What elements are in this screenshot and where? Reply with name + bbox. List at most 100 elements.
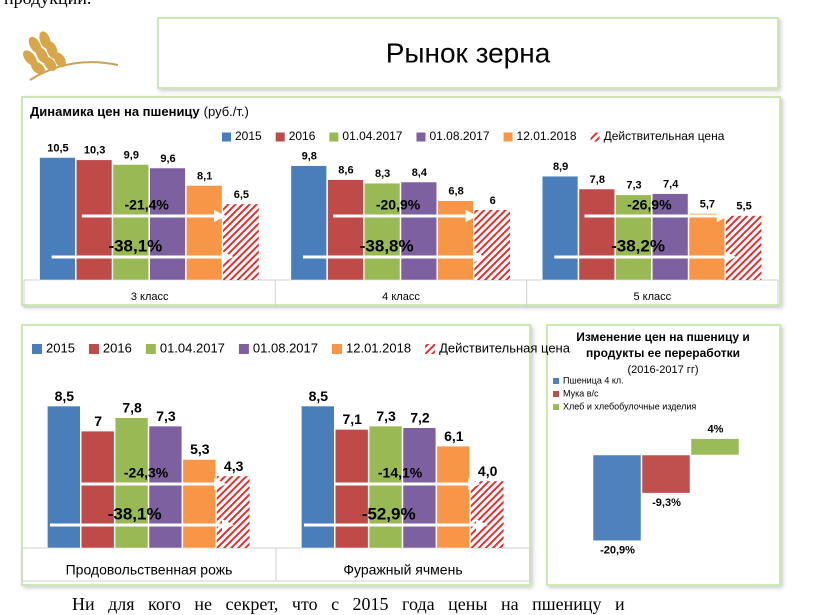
bar [327, 179, 364, 281]
annotation: -38,1% [108, 504, 162, 523]
annotation: -14,1% [378, 465, 423, 481]
bar [47, 405, 81, 549]
data-label: 5,7 [700, 198, 715, 210]
legend-label: 12.01.2018 [517, 129, 577, 143]
data-label: -9,3% [652, 497, 681, 509]
legend-swatch [553, 404, 559, 410]
bottom-text: Ни для кого не секрет, что с 2015 года ц… [72, 594, 625, 614]
category-label: 4 класс [382, 291, 420, 303]
data-label: 7,8 [590, 174, 605, 186]
data-label: 10,3 [84, 145, 105, 157]
bar [223, 204, 259, 280]
chart-subtitle: (2016-2017 гг) [627, 364, 698, 376]
data-label: 7,3 [376, 408, 396, 424]
data-label: 6,8 [448, 186, 463, 198]
data-label: -20,9% [600, 545, 635, 557]
legend-swatch [503, 132, 513, 142]
bar [149, 167, 186, 281]
bar [725, 215, 762, 280]
top-text: продукции. [4, 0, 91, 8]
bar [290, 165, 327, 281]
data-label: 8,1 [197, 170, 212, 182]
legend-swatch [145, 344, 156, 354]
legend-swatch [32, 344, 42, 354]
bar [652, 193, 689, 281]
data-label: 7,4 [663, 179, 679, 191]
data-label: 7,1 [342, 411, 362, 427]
wheat-icon [23, 31, 119, 81]
legend-swatch [275, 132, 285, 142]
chart-title: Изменение цен на пшеницу и [576, 330, 750, 344]
bar [688, 213, 725, 281]
bar [76, 159, 113, 281]
data-label: 7,2 [410, 409, 430, 425]
legend-label: 01.04.2017 [160, 340, 225, 355]
data-label: 9,8 [302, 151, 317, 163]
annotation: -38,1% [108, 236, 162, 255]
data-label: 9,9 [124, 149, 139, 161]
legend-swatch [425, 344, 436, 354]
bar [641, 454, 691, 494]
bar [368, 425, 403, 549]
legend-label: Действительная цена [439, 340, 571, 355]
title-box [157, 17, 779, 89]
annotation: -20,9% [376, 197, 421, 213]
legend-label: 2015 [235, 129, 262, 143]
bar [364, 182, 401, 281]
legend-swatch [416, 132, 426, 142]
data-label: 5,3 [190, 441, 210, 457]
category-label: 5 класс [634, 291, 672, 303]
data-label: 8,6 [338, 165, 353, 177]
chart-title: Динамика цен на пшеницу (руб./т.) [30, 104, 249, 119]
bar [81, 430, 115, 549]
bar [615, 194, 652, 281]
legend-swatch [238, 344, 249, 354]
annotation: -38,2% [611, 236, 665, 255]
bar [182, 459, 216, 549]
legend-swatch [332, 344, 342, 354]
bar [592, 454, 642, 541]
legend-label: 01.08.2017 [429, 129, 489, 143]
data-label: 7,3 [626, 180, 641, 192]
bar [400, 181, 437, 281]
category-label: Фуражный ячмень [343, 562, 462, 578]
legend-swatch [222, 132, 231, 142]
bar [436, 445, 470, 549]
bar [216, 476, 250, 548]
data-label: 10,5 [47, 142, 68, 154]
data-label: 4,3 [224, 458, 244, 474]
legend-swatch [329, 132, 339, 142]
chart-title: продукты ее переработки [586, 346, 740, 360]
legend-label: 2016 [289, 129, 316, 143]
category-label: 3 класс [131, 291, 169, 303]
legend-label: 01.04.2017 [342, 129, 402, 143]
annotation: -52,9% [362, 504, 416, 523]
data-label: 8,3 [375, 168, 390, 180]
bar [335, 429, 369, 549]
bar [437, 200, 474, 281]
legend-label: 2015 [46, 340, 75, 355]
legend-swatch [590, 132, 600, 142]
data-label: 6,5 [234, 189, 249, 201]
page-title: Рынок зерна [386, 37, 551, 68]
legend-swatch [553, 378, 559, 384]
data-label: 8,9 [553, 161, 568, 173]
data-label: 4% [708, 424, 724, 436]
annotation: -24,3% [124, 465, 169, 481]
legend-label: 01.08.2017 [253, 340, 318, 355]
annotation: -26,9% [627, 197, 672, 213]
data-label: 7,3 [156, 408, 176, 424]
legend-swatch [88, 344, 99, 354]
bar [186, 185, 223, 281]
data-label: 9,6 [160, 153, 175, 165]
legend-label: Пшеница 4 кл. [563, 375, 624, 385]
bar [301, 405, 335, 549]
category-label: Продовольственная рожь [66, 562, 233, 578]
legend-label: 12.01.2018 [346, 340, 411, 355]
legend-label: 2016 [103, 340, 132, 355]
bar [578, 188, 615, 281]
data-label: 7,8 [122, 399, 142, 415]
data-label: 8,4 [412, 167, 428, 179]
data-label: 7 [94, 413, 102, 429]
